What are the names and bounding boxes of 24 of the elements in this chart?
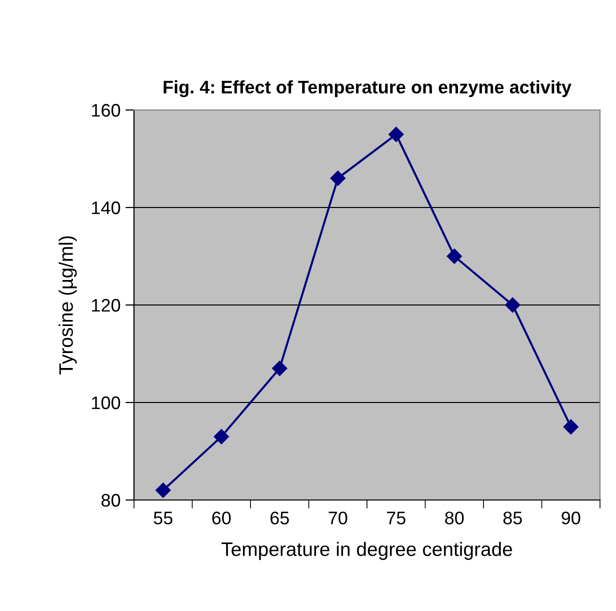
point: [505, 297, 520, 313]
point: [156, 482, 171, 498]
y-tick-label: 100: [92, 396, 120, 410]
point: [272, 360, 288, 376]
x-tick-label: 55: [154, 512, 172, 524]
point: [563, 419, 578, 434]
x-tick-label: 60: [212, 512, 231, 524]
point: [330, 170, 346, 186]
point: [446, 248, 462, 264]
point: [214, 429, 229, 444]
x-axis-title: Temperature in degree centigrade: [222, 542, 512, 560]
y-tick-label: 80: [102, 494, 120, 507]
x-tick-label: 90: [562, 512, 580, 524]
y-tick-label: 120: [92, 298, 120, 312]
y-tick-label: 160: [92, 104, 120, 117]
point: [388, 126, 404, 142]
x-tick-label: 75: [387, 512, 406, 524]
y-tick-label: 140: [92, 201, 120, 214]
y-axis-title: Tyrosine (µg/ml): [58, 236, 77, 374]
chart-title: Fig. 4: Effect of Temperature on enzyme activity: [164, 80, 572, 98]
x-tick-label: 70: [328, 512, 348, 524]
x-tick-label: 65: [270, 512, 289, 524]
x-tick-label: 85: [503, 512, 522, 524]
x-tick-label: 80: [445, 512, 464, 524]
